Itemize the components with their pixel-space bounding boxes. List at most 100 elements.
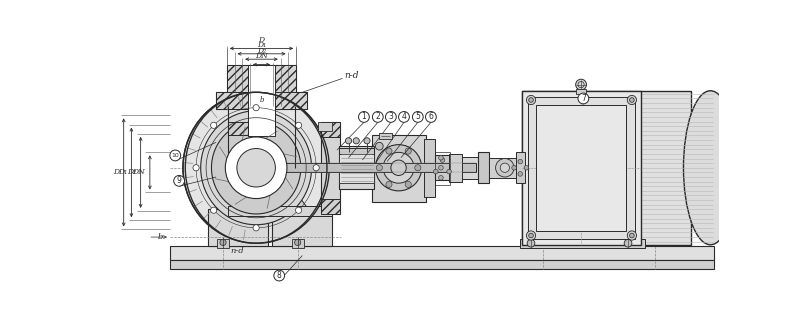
Text: D₂: D₂ [127,168,136,176]
Bar [216,92,307,109]
Ellipse shape [683,91,738,245]
Circle shape [405,181,411,188]
Circle shape [274,270,284,281]
Bar [340,152,374,183]
Bar [529,240,560,246]
Circle shape [193,165,199,171]
Bar [248,65,275,136]
Ellipse shape [201,111,312,225]
Circle shape [524,165,529,170]
Bar [321,122,340,214]
Bar [528,97,635,239]
Bar [520,239,645,248]
Bar [536,105,626,231]
Bar [478,152,489,183]
Text: D₂: D₂ [257,47,266,55]
Bar [489,158,521,178]
Circle shape [433,169,438,174]
Bar [208,240,238,246]
Ellipse shape [235,146,278,189]
Bar [208,209,268,246]
Text: D: D [113,168,119,176]
Circle shape [578,93,589,104]
Bar [380,133,392,139]
Circle shape [413,112,423,122]
Bar [521,91,641,245]
Circle shape [386,181,392,188]
Circle shape [425,112,437,122]
Circle shape [345,138,352,144]
Text: 10: 10 [171,153,179,158]
Bar [461,157,478,179]
Circle shape [313,165,320,171]
Circle shape [518,172,522,176]
Circle shape [211,122,217,128]
Bar [435,156,450,180]
Circle shape [174,175,184,186]
Text: b: b [157,233,163,241]
Text: b: b [260,96,264,104]
Circle shape [439,156,443,160]
Bar [227,122,249,135]
Circle shape [376,145,421,191]
Bar [170,246,714,260]
Bar [372,135,425,203]
Circle shape [630,98,634,102]
Bar [275,65,296,108]
Circle shape [220,239,226,245]
Text: DN: DN [256,52,268,60]
Bar [577,89,586,94]
Polygon shape [216,188,248,209]
Bar [227,65,248,108]
Circle shape [627,95,637,105]
Circle shape [500,163,509,172]
Bar [321,122,340,137]
Bar [227,122,249,135]
Circle shape [415,165,421,171]
Ellipse shape [237,148,276,187]
Bar [521,91,691,245]
Ellipse shape [211,122,301,214]
Ellipse shape [183,92,329,243]
Circle shape [527,239,535,247]
Circle shape [399,112,409,122]
Bar [292,239,304,248]
Bar [216,92,248,109]
Text: n-d: n-d [230,247,244,255]
Circle shape [295,239,301,245]
Circle shape [526,95,536,105]
Bar [217,239,229,248]
Circle shape [439,165,443,170]
Bar [227,65,296,108]
Text: D₁: D₁ [118,168,127,176]
Circle shape [405,148,411,154]
Text: 8: 8 [277,271,282,280]
Text: 6: 6 [429,112,433,121]
Bar [272,209,332,246]
Bar [639,240,670,246]
Circle shape [211,207,217,213]
Circle shape [253,105,260,111]
Polygon shape [278,188,308,209]
Text: 4: 4 [401,112,406,121]
Circle shape [627,231,637,240]
Circle shape [383,152,414,183]
Circle shape [496,158,514,177]
Text: D₁: D₁ [257,41,266,49]
Circle shape [624,239,632,247]
Text: DN: DN [132,168,145,176]
Circle shape [630,233,634,238]
Circle shape [391,160,406,175]
Circle shape [441,158,445,162]
Text: D: D [259,36,264,44]
Bar [449,154,462,182]
Bar [516,152,525,183]
Circle shape [376,165,382,171]
Bar [340,148,374,154]
Circle shape [447,169,452,174]
Bar [340,146,374,188]
Bar [318,122,332,131]
Circle shape [518,159,522,164]
Circle shape [296,122,302,128]
Circle shape [253,225,260,231]
